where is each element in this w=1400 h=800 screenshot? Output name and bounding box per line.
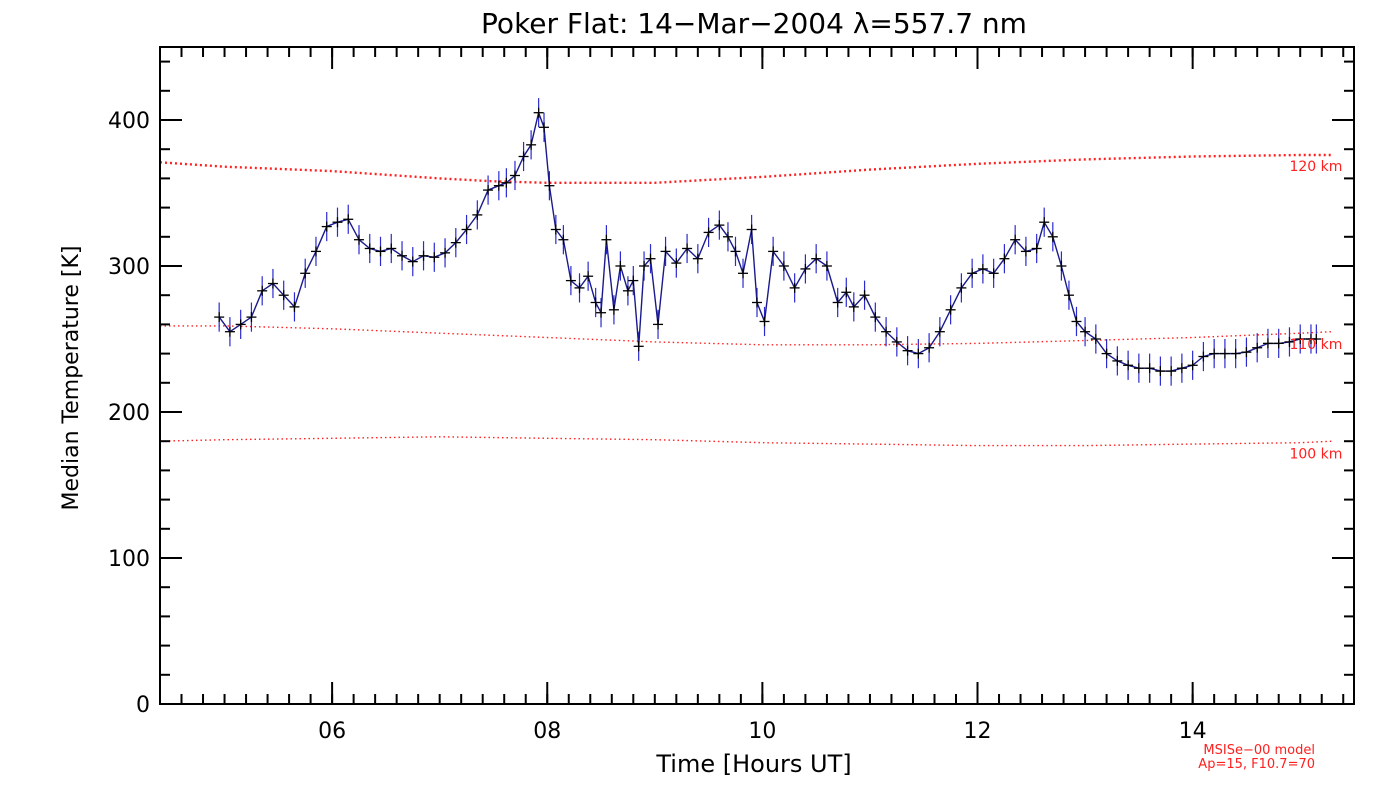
axis-ticks: 06 08 10 12 14 0 100 200 300 400: [108, 47, 1354, 744]
plot-frame: [159, 46, 1355, 705]
y-tick-label: 0: [136, 693, 150, 718]
x-axis-label: Time [Hours UT]: [655, 750, 851, 778]
x-tick-label: 06: [318, 719, 346, 744]
model-label-120km: 120 km: [1289, 159, 1342, 175]
temperature-line: [218, 110, 1317, 372]
y-tick-label: 100: [108, 547, 150, 572]
model-annotations: 120 km 110 km 100 km: [1289, 159, 1342, 463]
model-footnote-line-1: MSISe−00 model: [1203, 743, 1315, 758]
model-label-110km: 110 km: [1289, 337, 1342, 353]
model-lines: [159, 153, 1333, 447]
chart-title: Poker Flat: 14−Mar−2004 λ=557.7 nm: [481, 7, 1027, 40]
model-line-120km: [159, 153, 1333, 185]
x-tick-label: 14: [1179, 719, 1207, 744]
plot-border: [159, 46, 1355, 705]
data-series: [214, 98, 1322, 386]
y-tick-label: 200: [108, 401, 150, 426]
x-tick-label: 12: [964, 719, 992, 744]
x-tick-label: 10: [748, 719, 776, 744]
y-tick-label: 300: [108, 255, 150, 280]
x-tick-label: 08: [533, 719, 561, 744]
model-line-100km: [159, 436, 1333, 447]
y-axis-label: Median Temperature [K]: [59, 246, 84, 511]
model-line-110km: [160, 325, 1333, 346]
model-footnote-line-2: Ap=15, F10.7=70: [1198, 757, 1315, 772]
y-tick-label: 400: [108, 109, 150, 134]
model-label-100km: 100 km: [1289, 447, 1342, 463]
